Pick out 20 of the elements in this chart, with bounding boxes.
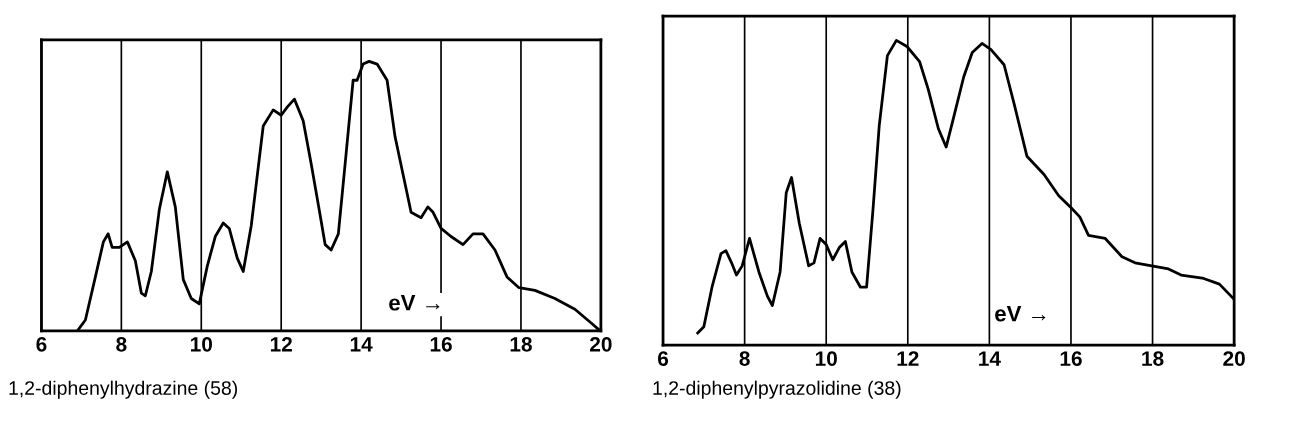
x-tick-label: 6 (36, 336, 47, 352)
x-tick-label: 10 (191, 336, 213, 352)
annotation: eV → (389, 295, 440, 311)
annotation: eV → (995, 305, 1046, 322)
text: 1,2-diphenylpyrazolidine (38) (653, 380, 901, 399)
x-tick-label: 18 (1142, 351, 1164, 366)
x-tick-label: 12 (270, 336, 292, 352)
x-tick-label: 14 (979, 351, 1001, 366)
x-tick-label: 8 (739, 351, 750, 366)
x-tick-label: 12 (897, 351, 919, 366)
x-tick-label: 10 (815, 351, 837, 366)
x-tick-label: 8 (116, 336, 127, 352)
x-tick-label: 16 (430, 336, 452, 352)
x-tick-label: 20 (590, 336, 612, 352)
x-tick-label: 14 (350, 337, 373, 352)
x-tick-label: 18 (510, 336, 532, 352)
x-tick-label: 6 (658, 351, 669, 366)
x-tick-label: 20 (1223, 351, 1245, 366)
text: 1,2-diphenylhydrazine (58) (9, 380, 238, 399)
x-tick-label: 16 (1060, 351, 1082, 366)
